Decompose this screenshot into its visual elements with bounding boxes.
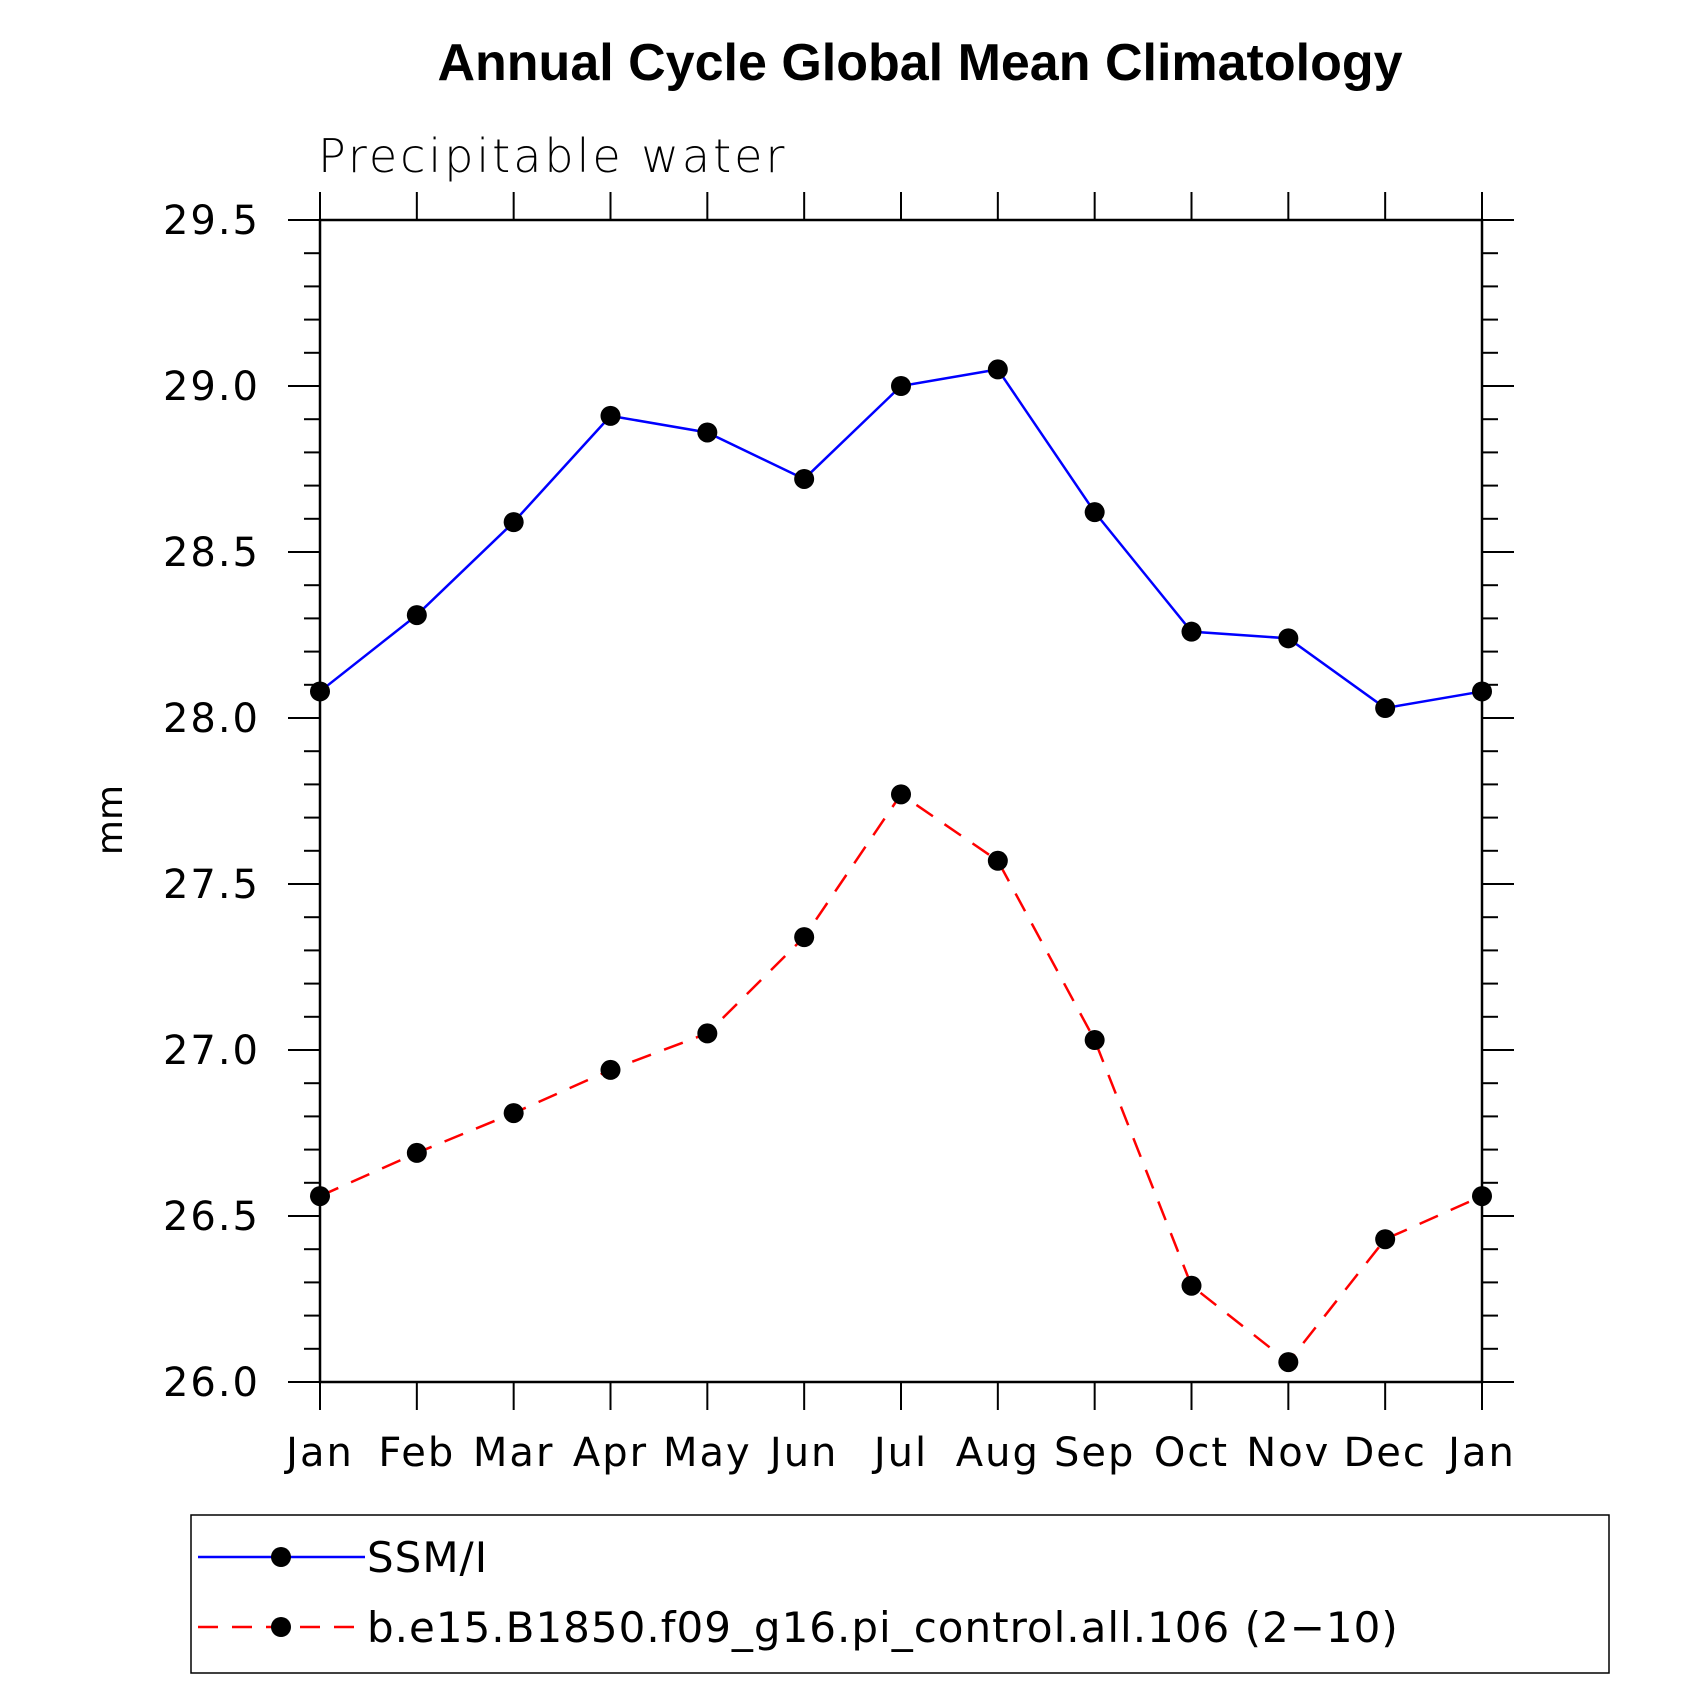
- legend-entries: SSM/I b.e15.B1850.f09_g16.pi_control.all.…: [198, 1533, 1399, 1652]
- x-tick-label: Jan: [283, 1430, 354, 1476]
- chart-title: Annual Cycle Global Mean Climatology: [437, 34, 1402, 92]
- y-tick-label: 26.5: [163, 1194, 260, 1240]
- x-tick-label: Feb: [378, 1430, 455, 1476]
- chart-subtitle: Precipitable water: [318, 129, 787, 183]
- data-point-1: [406, 1142, 427, 1163]
- y-tick-label: 28.5: [163, 530, 260, 576]
- y-tick-label: 29.0: [163, 364, 260, 410]
- data-point-0: [891, 376, 911, 396]
- data-point-1: [891, 784, 911, 805]
- data-point-1: [697, 1023, 718, 1044]
- legend: SSM/I b.e15.B1850.f09_g16.pi_control.all.…: [190, 1514, 1610, 1674]
- data-point-0: [697, 422, 718, 443]
- legend-box: [190, 1514, 1610, 1674]
- data-point-0: [1375, 698, 1396, 719]
- data-point-1: [1375, 1229, 1396, 1250]
- x-tick-label: Aug: [956, 1430, 1040, 1476]
- data-point-0: [987, 359, 1008, 380]
- x-tick-label: Sep: [1054, 1430, 1135, 1476]
- legend-marker-1: [271, 1617, 291, 1637]
- series-line-1: [319, 792, 1483, 1364]
- data-point-0: [310, 681, 330, 702]
- legend-marker-0: [271, 1547, 291, 1567]
- data-point-0: [1472, 681, 1492, 702]
- x-tick-label: Apr: [573, 1430, 648, 1476]
- data-point-1: [310, 1186, 330, 1207]
- y-axis-label: mm: [90, 785, 131, 855]
- data-point-1: [503, 1103, 524, 1124]
- legend-label-1: b.e15.B1850.f09_g16.pi_control.all.106 (…: [367, 1603, 1399, 1652]
- data-point-1: [600, 1059, 621, 1080]
- series-layer: [310, 359, 1492, 1373]
- x-tick-label: Nov: [1246, 1430, 1330, 1476]
- x-tick-label: May: [663, 1430, 752, 1476]
- data-point-0: [794, 468, 815, 489]
- data-point-0: [503, 512, 524, 533]
- y-tick-labels: 26.0 26.5 27.0 27.5 28.0 28.5 29.0 29.5: [163, 198, 260, 1406]
- data-point-1: [1278, 1352, 1299, 1373]
- data-point-0: [1181, 621, 1202, 642]
- x-tick-label: Mar: [473, 1430, 554, 1476]
- y-tick-label: 27.5: [163, 862, 260, 908]
- data-point-1: [794, 927, 815, 948]
- data-point-1: [1084, 1030, 1105, 1051]
- data-point-0: [600, 405, 621, 426]
- axis-ticks: [288, 192, 1514, 1410]
- x-tick-labels: Jan Feb Mar Apr May Jun Jul Aug Sep Oct Nov Dec Jan: [283, 1430, 1516, 1476]
- y-tick-label: 27.0: [163, 1028, 260, 1074]
- data-point-1: [987, 850, 1008, 871]
- y-tick-label: 29.5: [163, 198, 260, 244]
- data-point-1: [1181, 1275, 1202, 1296]
- y-tick-label: 26.0: [163, 1360, 260, 1406]
- x-tick-label: Dec: [1343, 1430, 1426, 1476]
- data-point-0: [1278, 628, 1299, 649]
- x-tick-label: Jul: [871, 1430, 928, 1476]
- data-point-0: [1084, 502, 1105, 523]
- x-tick-label: Oct: [1154, 1430, 1229, 1476]
- data-point-0: [406, 605, 427, 626]
- data-point-1: [1472, 1186, 1492, 1207]
- series-line-0: [319, 368, 1483, 710]
- y-tick-label: 28.0: [163, 696, 260, 742]
- x-tick-label: Jun: [767, 1430, 839, 1476]
- legend-label-0: SSM/I: [367, 1533, 488, 1582]
- x-tick-label: Jan: [1445, 1430, 1516, 1476]
